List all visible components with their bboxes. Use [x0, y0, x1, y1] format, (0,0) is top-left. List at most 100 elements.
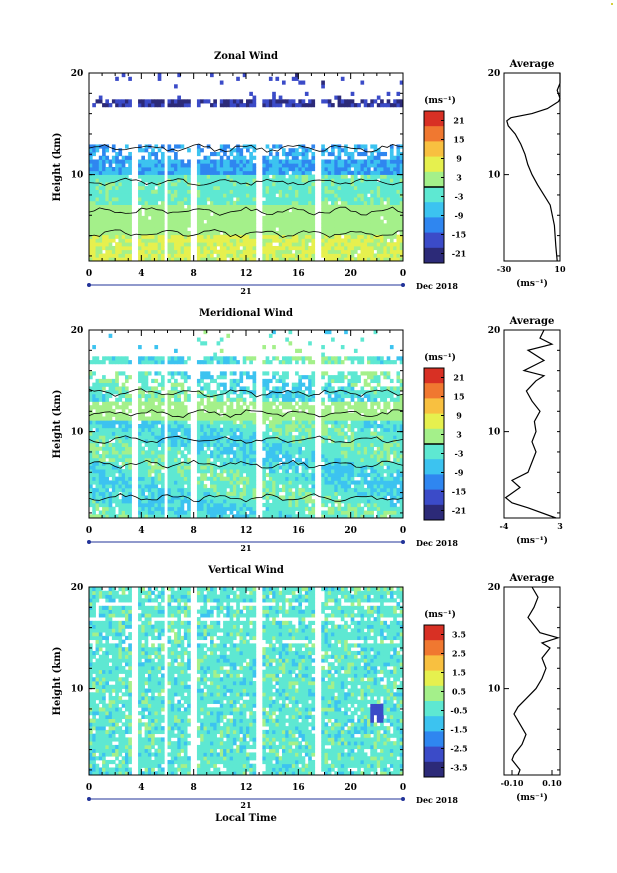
- heatmap-cell: [167, 487, 172, 493]
- heatmap-cell: [206, 174, 211, 179]
- heatmap-cell: [376, 163, 381, 168]
- heatmap-cell: [157, 185, 162, 190]
- heatmap-cell: [353, 148, 358, 153]
- heatmap-cell: [389, 234, 394, 239]
- heatmap-cell: [350, 510, 355, 515]
- heatmap-cell: [111, 472, 116, 478]
- heatmap-cell: [363, 245, 368, 251]
- heatmap-cell: [102, 223, 106, 228]
- heatmap-cell: [105, 204, 110, 209]
- heatmap-cell: [167, 144, 172, 149]
- heatmap-cell: [89, 431, 93, 436]
- heatmap-cell: [95, 439, 100, 444]
- heatmap-cell: [350, 253, 355, 258]
- heatmap-cell: [347, 170, 352, 175]
- heatmap-cell: [229, 450, 234, 455]
- heatmap-cell: [160, 170, 165, 175]
- heatmap-cell: [383, 502, 388, 508]
- heatmap-cell: [383, 510, 388, 515]
- heatmap-cell: [308, 461, 312, 466]
- heatmap-cell: [151, 238, 155, 243]
- heatmap-cell: [138, 487, 142, 493]
- heatmap-cell: [167, 424, 172, 429]
- heatmap-cell: [295, 185, 299, 190]
- heatmap-cell: [144, 253, 149, 258]
- heatmap-cell: [213, 257, 217, 262]
- heatmap-cell: [396, 499, 401, 504]
- heatmap-cell: [151, 103, 155, 108]
- heatmap-cell: [124, 249, 129, 254]
- heatmap-cell: [206, 491, 211, 496]
- heatmap-cell: [301, 416, 306, 421]
- heatmap-cell: [206, 476, 211, 481]
- heatmap-cell: [144, 469, 149, 474]
- heatmap-cell: [226, 442, 231, 447]
- y-tick-label: 20: [71, 69, 84, 79]
- heatmap-cell: [321, 84, 325, 89]
- heatmap-cell: [331, 223, 335, 228]
- heatmap-cell: [321, 242, 325, 247]
- colorbar-segment: [424, 126, 444, 142]
- heatmap-cell: [174, 189, 178, 194]
- heatmap-cell: [347, 487, 352, 493]
- heatmap-cell: [98, 469, 103, 474]
- heatmap-cell: [95, 457, 100, 462]
- heatmap-cell: [311, 103, 316, 108]
- heatmap-cell: [236, 442, 240, 447]
- heatmap-cell: [196, 170, 201, 175]
- heatmap-cell: [115, 99, 119, 104]
- heatmap-cell: [180, 208, 185, 213]
- heatmap-cell: [180, 420, 185, 425]
- heatmap-cell: [154, 99, 159, 104]
- heatmap-cell: [334, 238, 338, 243]
- heatmap-cell: [393, 442, 397, 447]
- heatmap-cell: [239, 446, 244, 451]
- heatmap-cell: [121, 469, 126, 474]
- heatmap-cell: [308, 185, 312, 190]
- heatmap-cell: [278, 480, 283, 485]
- heatmap-cell: [321, 476, 325, 481]
- contour-line: [88, 177, 404, 186]
- heatmap-cell: [210, 253, 214, 258]
- heatmap-cell: [154, 450, 159, 455]
- heatmap-cell: [183, 245, 188, 251]
- heatmap-cell: [108, 257, 113, 262]
- heatmap-cell: [337, 420, 342, 425]
- heatmap-cell: [285, 480, 289, 485]
- colorbar-segment: [424, 111, 444, 127]
- heatmap-cell: [278, 174, 283, 179]
- heatmap-cell: [124, 208, 129, 213]
- heatmap-cell: [350, 469, 355, 474]
- heatmap-cell: [160, 234, 165, 239]
- heatmap-cell: [219, 420, 224, 425]
- heatmap-cell: [138, 427, 142, 432]
- heatmap-cell: [311, 185, 316, 190]
- heatmap-cell: [121, 174, 126, 179]
- heatmap-cell: [389, 465, 394, 470]
- heatmap-cell: [246, 442, 250, 447]
- heatmap-cell: [174, 491, 178, 496]
- heatmap-cell: [242, 253, 247, 258]
- heatmap-cell: [350, 491, 355, 496]
- heatmap-cell: [154, 424, 159, 429]
- heatmap-cell: [239, 253, 244, 258]
- heatmap-cell: [321, 227, 325, 232]
- heatmap-cell: [363, 234, 368, 239]
- heatmap-cell: [396, 491, 401, 496]
- heatmap-cell: [321, 253, 325, 258]
- heatmap-cell: [226, 480, 231, 485]
- heatmap-cell: [147, 420, 152, 425]
- heatmap-cell: [157, 148, 162, 153]
- heatmap-cell: [285, 491, 289, 496]
- heatmap-cell: [229, 189, 234, 194]
- heatmap-cell: [167, 476, 172, 481]
- heatmap-cell: [340, 215, 345, 221]
- heatmap-cell: [262, 416, 267, 421]
- heatmap-cell: [249, 253, 253, 258]
- heatmap-cell: [344, 514, 348, 519]
- heatmap-cell: [386, 159, 391, 164]
- heatmap-cell: [147, 185, 152, 190]
- heatmap-cell: [160, 215, 165, 221]
- heatmap-cell: [265, 178, 270, 183]
- heatmap-cell: [347, 484, 352, 489]
